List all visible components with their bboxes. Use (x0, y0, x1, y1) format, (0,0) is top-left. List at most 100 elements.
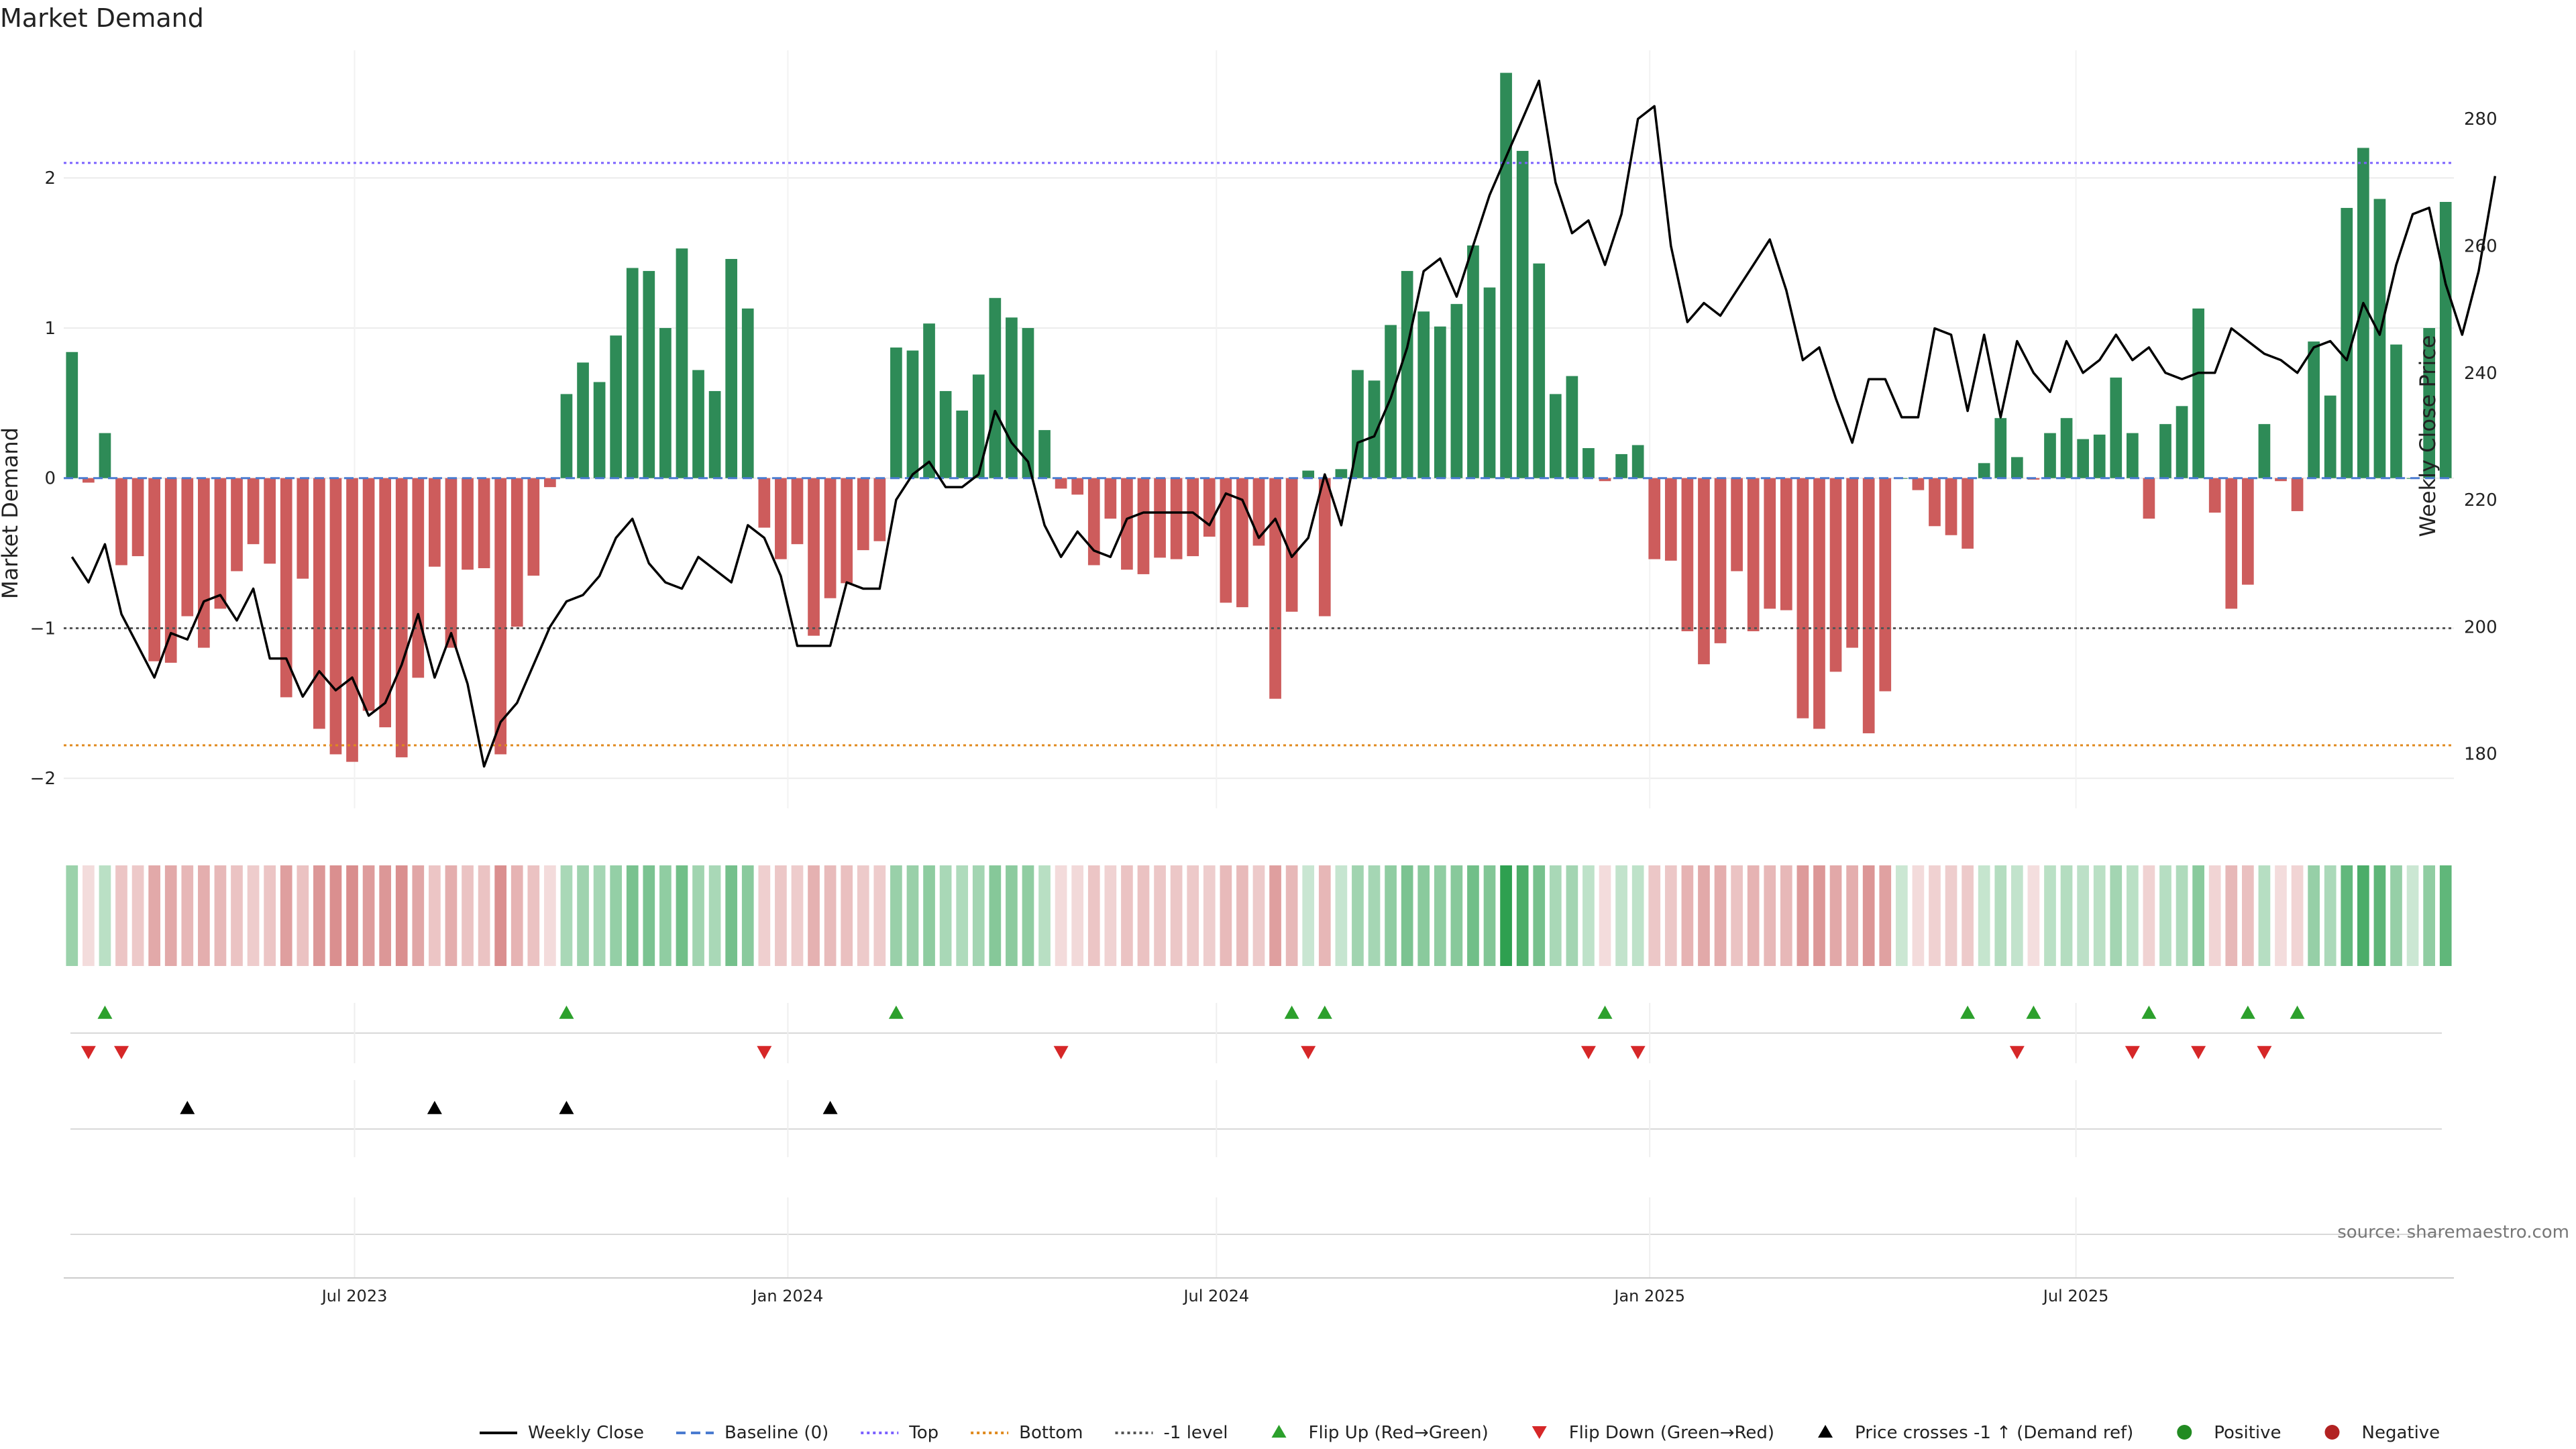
demand-bar-112 (1912, 478, 1925, 490)
demand-bar-78 (1352, 370, 1364, 478)
heat-cell-33 (610, 865, 623, 966)
heat-cell-9 (214, 865, 227, 966)
y2-axis-label: Weekly Close Price (2415, 335, 2440, 537)
heat-cell-0 (66, 865, 78, 966)
demand-bar-75 (1302, 470, 1315, 478)
y2-tick-label: 260 (2464, 236, 2498, 256)
heat-cell-137 (2324, 865, 2337, 966)
legend-item-9: Negative (2324, 1423, 2440, 1443)
flip-up-marker (2240, 1006, 2255, 1019)
heat-cell-81 (1401, 865, 1413, 966)
legend-item-7: Price crosses -1 ↑ (Demand ref) (1818, 1423, 2133, 1443)
demand-bar-116 (1978, 463, 1990, 478)
heat-cell-26 (494, 865, 507, 966)
demand-bar-132 (2241, 478, 2254, 585)
heat-cell-111 (1895, 865, 1908, 966)
heat-cell-71 (1236, 865, 1248, 966)
demand-bar-82 (1417, 311, 1430, 478)
demand-bar-106 (1813, 478, 1825, 729)
heat-cell-130 (2208, 865, 2221, 966)
heat-cell-72 (1252, 865, 1265, 966)
heat-cell-129 (2192, 865, 2204, 966)
flip-up-marker (1597, 1006, 1613, 1019)
heat-cell-24 (462, 865, 474, 966)
flip-up-marker (2290, 1006, 2305, 1019)
flip-down-marker (2257, 1046, 2272, 1059)
y2-tick-label: 280 (2464, 109, 2498, 129)
heat-cell-115 (1962, 865, 1974, 966)
demand-bar-1 (83, 478, 95, 483)
y-tick-label: 0 (44, 469, 56, 489)
heat-cell-52 (923, 865, 935, 966)
demand-bar-16 (329, 478, 342, 755)
legend-label: -1 level (1164, 1423, 1228, 1443)
demand-bar-50 (890, 347, 902, 478)
demand-bar-108 (1846, 478, 1858, 648)
heat-cell-117 (1994, 865, 2007, 966)
demand-bar-109 (1862, 478, 1875, 734)
heat-cell-98 (1681, 865, 1694, 966)
demand-bar-81 (1401, 270, 1413, 478)
heat-cell-132 (2241, 865, 2254, 966)
heat-cell-112 (1912, 865, 1925, 966)
demand-bar-57 (1006, 317, 1018, 478)
heat-cell-68 (1187, 865, 1199, 966)
heat-cell-78 (1352, 865, 1364, 966)
x-axis: Jul 2023 Jan 2024 Jul 2024 Jan 2025 Jul 2025 (64, 1277, 2454, 1305)
heat-cell-102 (1747, 865, 1760, 966)
demand-bar-27 (511, 478, 523, 627)
demand-bar-40 (725, 259, 738, 478)
demand-bar-91 (1566, 376, 1578, 478)
heat-cell-60 (1055, 865, 1067, 966)
heat-cell-38 (692, 865, 704, 966)
demand-bar-26 (494, 478, 507, 755)
heat-cell-30 (560, 865, 573, 966)
demand-bar-6 (164, 478, 177, 663)
heat-cell-6 (164, 865, 177, 966)
heat-cell-73 (1269, 865, 1281, 966)
demand-bar-23 (445, 478, 458, 648)
heat-cell-32 (593, 865, 606, 966)
demand-bar-2 (99, 433, 111, 478)
y-tick-label: −2 (30, 769, 56, 789)
x-tick-label: Jan 2024 (751, 1287, 824, 1305)
heat-cell-20 (395, 865, 408, 966)
heat-cell-67 (1170, 865, 1183, 966)
heat-cell-47 (841, 865, 853, 966)
demand-bar-18 (362, 478, 375, 711)
heat-cell-57 (1006, 865, 1018, 966)
heat-cell-123 (2093, 865, 2106, 966)
demand-bar-20 (395, 478, 408, 757)
demand-bar-28 (527, 478, 540, 576)
heat-cell-56 (989, 865, 1002, 966)
demand-bar-87 (1500, 72, 1512, 478)
heat-cell-89 (1533, 865, 1546, 966)
heat-cell-45 (808, 865, 820, 966)
demand-bar-30 (560, 394, 573, 478)
y-tick-label: −1 (30, 619, 56, 639)
demand-bar-53 (939, 390, 952, 478)
heat-cell-36 (659, 865, 672, 966)
legend-label: Negative (2362, 1423, 2440, 1443)
heat-cell-88 (1516, 865, 1529, 966)
demand-bar-11 (247, 478, 260, 545)
heat-cell-48 (857, 865, 869, 966)
demand-bar-62 (1087, 478, 1100, 566)
x-tick-label: Jan 2025 (1613, 1287, 1685, 1305)
legend-label: Positive (2214, 1423, 2281, 1443)
heat-cell-104 (1780, 865, 1792, 966)
flip-up-marker (2141, 1006, 2157, 1019)
heat-cell-94 (1615, 865, 1627, 966)
flip-down-marker (2191, 1046, 2206, 1059)
heat-cell-106 (1813, 865, 1825, 966)
price-line-layer (70, 79, 2497, 768)
demand-bar-7 (181, 478, 194, 616)
demand-bar-144 (2439, 202, 2452, 478)
flip-up-marker (97, 1006, 113, 1019)
demand-bar-133 (2258, 424, 2271, 478)
heat-cell-124 (2110, 865, 2123, 966)
legend-item-6: Flip Down (Green→Red) (1532, 1423, 1774, 1443)
heat-cell-90 (1549, 865, 1562, 966)
heat-cell-1 (83, 865, 95, 966)
